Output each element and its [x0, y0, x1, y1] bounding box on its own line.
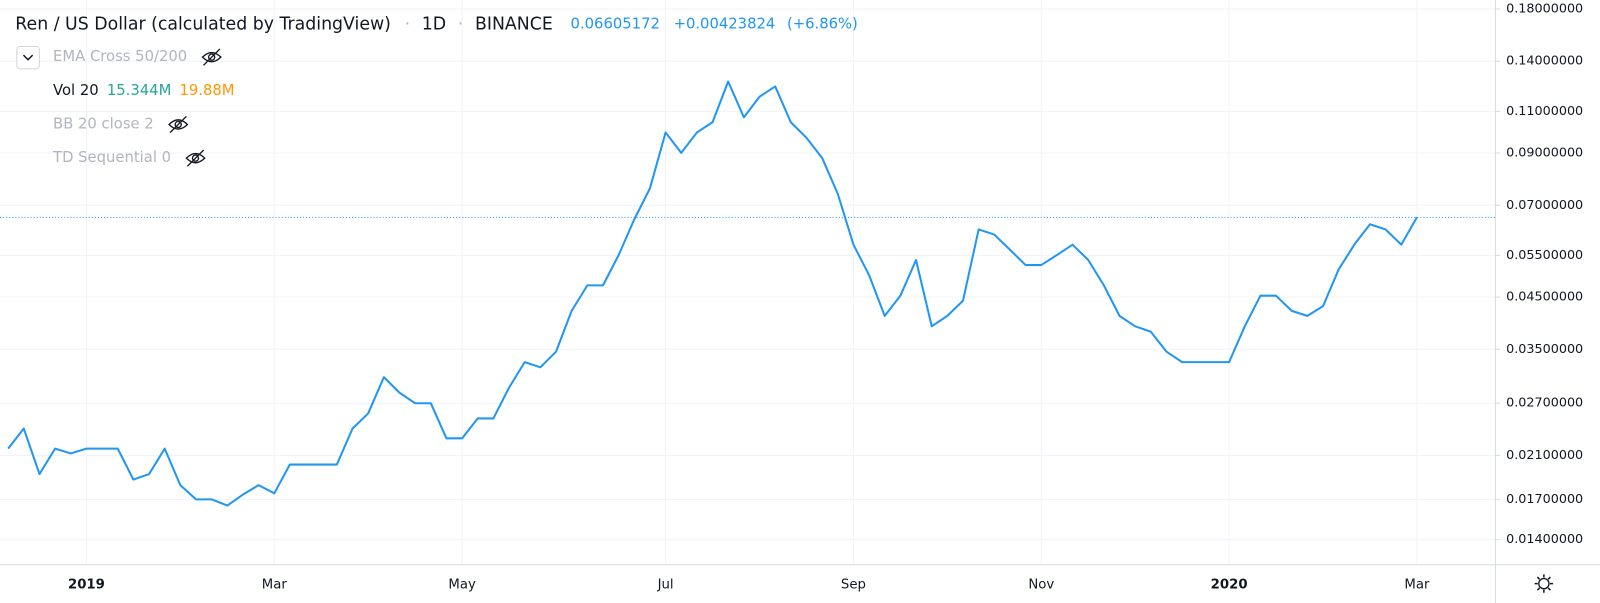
indicator-name: Vol 20 — [53, 82, 99, 99]
indicator-name: EMA Cross 50/200 — [53, 48, 187, 65]
y-tick-label: 0.14000000 — [1506, 54, 1583, 69]
hidden-eye-pupil — [174, 120, 182, 129]
hidden-eye-pupil — [191, 154, 200, 162]
y-tick-label: 0.07000000 — [1506, 198, 1583, 213]
price-change-pct: (+6.86%) — [787, 15, 858, 32]
gear-teeth — [1534, 574, 1554, 593]
indicator-row: TD Sequential 0 — [52, 149, 206, 167]
y-tick-label: 0.03500000 — [1506, 342, 1583, 357]
hidden-eye-slash — [203, 48, 221, 66]
indicator-name: BB 20 close 2 — [53, 115, 154, 132]
x-tick-label: Nov — [1028, 578, 1054, 593]
indicator-row: Vol 20 15.344M 19.88M — [53, 82, 235, 99]
chart-title: Ren / US Dollar (calculated by TradingVi… — [15, 14, 391, 34]
indicator-name: TD Sequential 0 — [52, 149, 171, 166]
x-tick-label: 2019 — [68, 578, 105, 593]
separator: · — [405, 14, 411, 34]
x-tick-label: Mar — [262, 578, 288, 593]
indicator-value: 15.344M — [107, 82, 171, 99]
button-box[interactable] — [16, 45, 40, 70]
collapse-button[interactable] — [16, 45, 40, 70]
y-tick-label: 0.18000000 — [1506, 2, 1583, 17]
x-tick-label: 2020 — [1211, 578, 1248, 593]
y-tick-label: 0.09000000 — [1506, 146, 1583, 161]
indicator-row: BB 20 close 2 — [53, 115, 189, 134]
exchange: BINANCE — [475, 14, 553, 34]
interval: 1D — [422, 14, 446, 34]
chevron-icon — [22, 54, 34, 61]
x-tick-label: Jul — [657, 578, 674, 593]
header: Ren / US Dollar (calculated by TradingVi… — [15, 14, 858, 70]
hidden-eye-slash — [186, 149, 205, 167]
symbol-info: Ren / US Dollar (calculated by TradingVi… — [15, 14, 858, 34]
separator: · — [458, 14, 464, 34]
hidden-eye-pupil — [207, 53, 216, 61]
y-tick-label: 0.02100000 — [1506, 448, 1583, 463]
x-tick-label: Mar — [1404, 578, 1430, 593]
y-tick-label: 0.01700000 — [1506, 492, 1583, 507]
gear-icon[interactable] — [1538, 577, 1550, 590]
y-tick-label: 0.02700000 — [1506, 396, 1583, 411]
grid: 0.18000000 0.14000000 0.11000000 0.09000000… — [0, 0, 1583, 593]
y-tick-label: 0.05500000 — [1506, 248, 1583, 263]
y-tick-label: 0.04500000 — [1506, 290, 1583, 305]
price-line — [7, 80, 1418, 507]
price-change: +0.00423824 — [674, 15, 776, 32]
hidden-eye-slash — [169, 115, 187, 134]
last-price: 0.06605172 — [571, 15, 660, 32]
plot — [0, 80, 1495, 507]
indicator-row: EMA Cross 50/200 — [53, 48, 222, 66]
settings-button[interactable] — [1534, 574, 1554, 593]
x-tick-label: Sep — [841, 578, 866, 593]
y-tick-label: 0.01400000 — [1506, 532, 1583, 547]
x-tick-label: May — [448, 578, 476, 593]
indicator-legend: EMA Cross 50/200 Vol 20 15.344M 19.88M BB 20… — [52, 48, 235, 167]
indicator-value: 19.88M — [180, 82, 235, 99]
y-tick-label: 0.11000000 — [1506, 104, 1583, 119]
